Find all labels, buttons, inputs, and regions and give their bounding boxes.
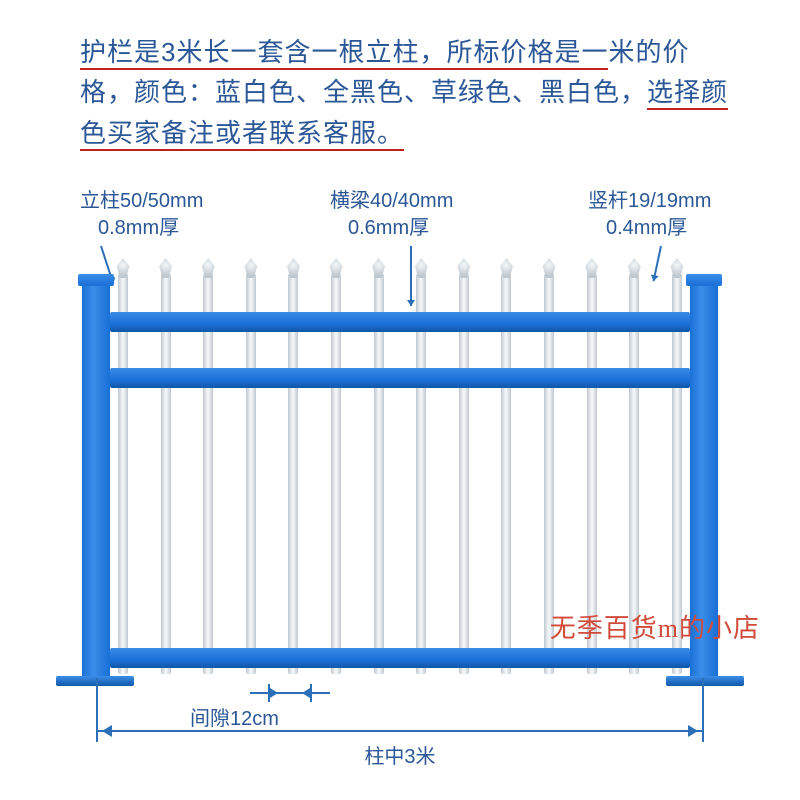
fence-picket — [501, 274, 511, 674]
desc-seg1: 护栏是3米长一套含一根立柱， — [80, 37, 446, 70]
dimension-width-label: 柱中3米 — [0, 740, 800, 769]
fence-post-left — [82, 280, 110, 680]
fence-picket — [331, 274, 341, 674]
spec-picket-title: 竖杆19/19mm — [588, 190, 711, 212]
fence-rail-mid — [110, 368, 690, 388]
fence-picket — [459, 274, 469, 674]
spec-post: 立柱50/50mm 0.8mm厚 — [80, 188, 203, 242]
fence-picket — [203, 274, 213, 674]
fence-base-left — [56, 676, 134, 686]
fence-rail-bottom — [110, 648, 690, 668]
fence-picket — [416, 274, 426, 674]
spec-rail: 横梁40/40mm 0.6mm厚 — [330, 188, 453, 242]
spec-post-title: 立柱50/50mm — [80, 190, 203, 212]
spec-picket-thickness: 0.4mm厚 — [588, 215, 711, 242]
fence-base-right — [666, 676, 744, 686]
spec-rail-title: 横梁40/40mm — [330, 190, 453, 212]
watermark-text: 无季百货m的小店 — [550, 608, 760, 645]
fence-picket — [288, 274, 298, 674]
fence-rail-top — [110, 312, 690, 332]
spec-picket: 竖杆19/19mm 0.4mm厚 — [588, 188, 711, 242]
spec-rail-thickness: 0.6mm厚 — [330, 215, 453, 242]
fence-picket — [246, 274, 256, 674]
fence-diagram — [56, 280, 744, 760]
spec-post-thickness: 0.8mm厚 — [80, 215, 203, 242]
product-description: 护栏是3米长一套含一根立柱，所标价格是一米的价格，颜色：蓝白色、全黑色、草绿色、… — [80, 32, 740, 153]
fence-picket — [161, 274, 171, 674]
dimension-gap — [250, 684, 330, 702]
desc-seg2: 所标价格是一 — [446, 37, 608, 70]
fence-picket — [118, 274, 128, 674]
fence-picket — [374, 274, 384, 674]
